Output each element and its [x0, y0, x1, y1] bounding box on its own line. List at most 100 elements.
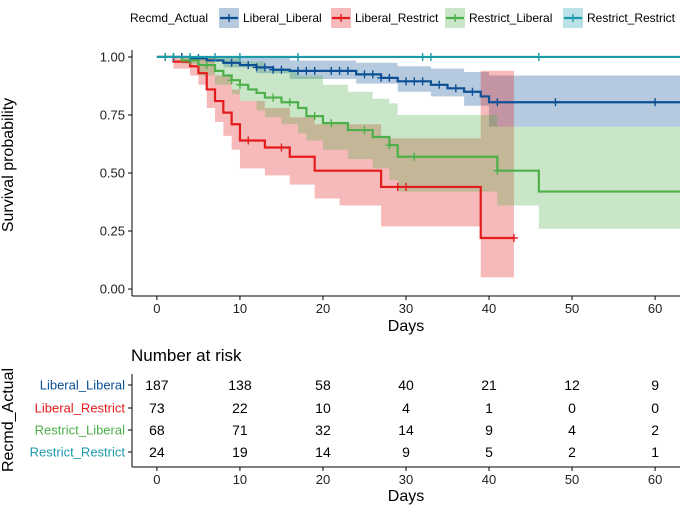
censor-mark-restrict-liberal: [235, 80, 244, 89]
risk-count-liberal-liberal: 21: [481, 377, 497, 393]
legend-label-restrict-restrict: Restrict_Restrict: [587, 11, 676, 25]
risk-row-label-liberal-liberal: Liberal_Liberal: [40, 378, 125, 393]
y-axis-label: Survival probability: [0, 98, 17, 232]
y-tick-label: 0.50: [100, 166, 125, 181]
censor-mark-liberal-liberal: [310, 66, 319, 75]
risk-count-liberal-liberal: 9: [651, 377, 659, 393]
survival-line-liberal-restrict: [156, 55, 514, 240]
risk-table-title: Number at risk: [131, 346, 242, 365]
censor-mark-liberal-liberal: [252, 63, 261, 72]
censor-mark-restrict-liberal: [410, 152, 419, 161]
censor-mark-liberal-restrict: [393, 182, 402, 191]
censor-mark-restrict-restrict: [426, 52, 435, 61]
censor-mark-restrict-restrict: [186, 52, 195, 61]
x-tick-label: 10: [233, 301, 247, 316]
x-tick-label: 30: [399, 301, 413, 316]
risk-x-tick-label: 30: [399, 472, 413, 487]
survival-line-restrict-liberal: [156, 55, 680, 193]
risk-count-liberal-restrict: 73: [149, 400, 165, 416]
censor-mark-liberal-liberal: [435, 80, 444, 89]
censor-mark-liberal-liberal: [302, 66, 311, 75]
censor-mark-restrict-restrict: [534, 52, 543, 61]
censor-mark-liberal-liberal: [343, 66, 352, 75]
censor-mark-liberal-liberal: [294, 66, 303, 75]
ci-band-liberal-liberal: [156, 56, 680, 127]
y-tick-label: 0.00: [100, 282, 125, 297]
risk-count-liberal-liberal: 138: [228, 377, 252, 393]
risk-row-label-restrict-restrict: Restrict_Restrict: [30, 445, 126, 460]
risk-table: Liberal_Liberal 187 138 58 40 21 12 9Liberal_Re…: [30, 374, 680, 487]
survival-plot: 0.00 0.25 0.50 0.75 1.00 0 10 20 30 40 50 60: [100, 49, 680, 316]
censor-mark-restrict-liberal: [202, 61, 211, 70]
risk-count-restrict-restrict: 14: [315, 444, 331, 460]
censor-mark-restrict-liberal: [285, 98, 294, 107]
ci-band-liberal-restrict: [156, 56, 514, 278]
y-tick-label: 1.00: [100, 49, 125, 64]
legend-marker-restrict-restrict: [569, 14, 577, 22]
censor-mark-restrict-liberal: [493, 166, 502, 175]
legend-label-liberal-restrict: Liberal_Restrict: [355, 11, 439, 25]
risk-count-liberal-liberal: 40: [398, 377, 414, 393]
x-axis-label: Days: [388, 318, 424, 335]
censor-mark-liberal-restrict: [244, 136, 253, 145]
risk-row-label-restrict-liberal: Restrict_Liberal: [35, 423, 125, 438]
censor-mark-liberal-liberal: [269, 65, 278, 74]
risk-count-restrict-liberal: 68: [149, 422, 165, 438]
x-tick-label: 50: [565, 301, 579, 316]
censor-mark-liberal-restrict: [277, 143, 286, 152]
risk-count-restrict-restrict: 5: [485, 444, 493, 460]
legend-label-restrict-liberal: Restrict_Liberal: [469, 11, 552, 25]
risk-count-restrict-liberal: 32: [315, 422, 331, 438]
risk-count-restrict-restrict: 2: [568, 444, 576, 460]
risk-count-restrict-restrict: 1: [651, 444, 659, 460]
censor-mark-liberal-liberal: [327, 66, 336, 75]
legend: Recmd_Actual Liberal_Liberal Liberal_Rest…: [130, 8, 676, 28]
censor-mark-liberal-liberal: [451, 84, 460, 93]
censor-mark-restrict-liberal: [269, 93, 278, 102]
risk-count-liberal-restrict: 1: [485, 400, 493, 416]
risk-count-restrict-liberal: 14: [398, 422, 414, 438]
risk-count-liberal-restrict: 4: [402, 400, 410, 416]
risk-x-tick-label: 20: [316, 472, 330, 487]
risk-count-liberal-restrict: 0: [568, 400, 576, 416]
risk-count-restrict-restrict: 24: [149, 444, 165, 460]
risk-count-restrict-restrict: 9: [402, 444, 410, 460]
risk-count-liberal-liberal: 58: [315, 377, 331, 393]
censor-mark-liberal-restrict: [509, 233, 518, 242]
censor-mark-liberal-liberal: [551, 98, 560, 107]
censor-mark-liberal-liberal: [468, 87, 477, 96]
censor-mark-restrict-liberal: [310, 112, 319, 121]
censor-mark-restrict-restrict: [235, 52, 244, 61]
censor-mark-liberal-liberal: [651, 98, 660, 107]
risk-count-liberal-liberal: 12: [564, 377, 580, 393]
censor-mark-liberal-liberal: [244, 61, 253, 70]
risk-x-tick-label: 0: [153, 472, 160, 487]
censor-mark-liberal-liberal: [227, 58, 236, 67]
risk-x-tick-label: 40: [482, 472, 496, 487]
x-tick-label: 0: [153, 301, 160, 316]
legend-marker-liberal-liberal: [225, 14, 233, 22]
censor-mark-liberal-liberal: [402, 77, 410, 86]
x-tick-label: 20: [316, 301, 330, 316]
censor-mark-liberal-liberal: [335, 66, 344, 75]
risk-count-restrict-liberal: 9: [485, 422, 493, 438]
censor-mark-restrict-restrict: [418, 52, 427, 61]
censor-mark-liberal-liberal: [277, 65, 286, 74]
risk-y-axis-label: Recmd_Actual: [0, 368, 17, 472]
risk-row-label-liberal-restrict: Liberal_Restrict: [35, 401, 126, 416]
censor-mark-restrict-restrict: [211, 52, 220, 61]
censor-mark-liberal-liberal: [410, 77, 419, 86]
censor-mark-restrict-liberal: [360, 126, 369, 135]
censor-mark-restrict-restrict: [294, 52, 303, 61]
x-tick-label: 40: [482, 301, 496, 316]
legend-label-liberal-liberal: Liberal_Liberal: [243, 11, 322, 25]
censor-mark-restrict-liberal: [327, 119, 336, 128]
risk-x-axis-label: Days: [388, 488, 424, 505]
survival-line-liberal-liberal: [156, 55, 680, 104]
legend-marker-restrict-liberal: [451, 14, 459, 22]
x-tick-label: 60: [648, 301, 662, 316]
risk-count-liberal-restrict: 22: [232, 400, 248, 416]
risk-count-liberal-restrict: 0: [651, 400, 659, 416]
censor-mark-liberal-liberal: [385, 73, 394, 82]
